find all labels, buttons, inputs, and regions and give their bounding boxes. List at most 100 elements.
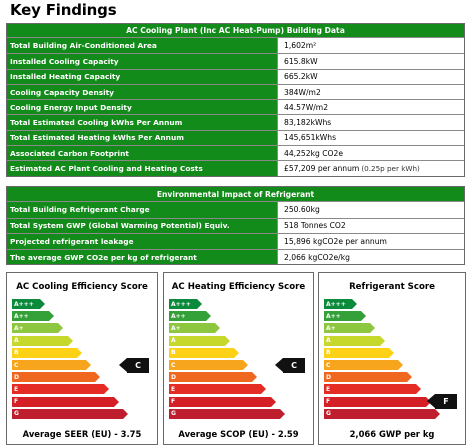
row-label: Total Building Air-Conditioned Area [7,38,278,54]
rating-band: C [169,360,248,370]
table-row: The average GWP CO2e per kg of refrigera… [7,248,464,265]
table-row: Estimated AC Plant Cooling and Heating C… [7,160,464,176]
table-row: Cooling Energy Input Density 44.57W/m2 [7,99,464,115]
rating-band: D [12,372,101,383]
rating-band: G [12,408,128,419]
score-title: AC Heating Efficiency Score [171,282,306,292]
row-value: 83,182kWhs [278,115,464,130]
row-label: Total System GWP (Global Warming Potenti… [7,218,278,234]
row-value: 665.2kW [278,69,464,84]
row-value-text: 83,182kWhs [284,118,332,128]
table-row: Total Estimated Cooling kWhs Per Annum 83… [7,114,464,130]
row-label: Estimated AC Plant Cooling and Heating C… [7,161,278,176]
row-label: The average GWP CO2e per kg of refrigera… [7,249,278,265]
table-row: Projected refrigerant leakage 15,896 kgCO… [7,233,464,249]
row-value-text: £57,209 per annum [284,164,360,174]
rating-band: G [169,408,285,419]
cooling-efficiency-score-card: AC Cooling Efficiency Score A+++ A++ A+ A B C… [6,272,158,445]
table-row: Installed Heating Capacity 665.2kW [7,68,464,84]
row-value-text: 1,602m² [284,41,317,51]
row-label: Installed Cooling Capacity [7,54,278,69]
table-row: Installed Cooling Capacity 615.8kW [7,53,464,69]
rating-pointer: C [275,357,305,373]
rating-pointer: F [427,394,457,410]
rating-band: D [324,372,413,383]
rating-band: G [324,408,440,419]
row-value: 1,602m² [278,38,464,54]
rating-band: A [12,335,73,346]
row-value-text: 15,896 kgCO2e per annum [284,236,387,246]
rating-band: A++ [324,311,367,322]
row-value-text: 665.2kW [284,72,318,82]
score-summary: 2,066 GWP per kg [349,429,435,439]
row-label: Total Estimated Heating kWhs Per Annum [7,130,278,146]
rating-band: E [324,384,422,395]
rating-band: B [12,347,82,358]
rating-band: A+ [169,323,221,334]
row-value-text: 250.60kg [284,205,320,215]
score-summary: Average SEER (EU) - 3.75 [22,429,142,439]
refrigerant-score-card: Refrigerant Score A+++ A++ A+ A B C D E F G F 2,0… [318,272,466,445]
table-row: Total Estimated Heating kWhs Per Annum 14… [7,129,464,146]
rating-band: A++ [12,311,55,322]
row-value-text: 2,066 kgCO2e/kg [284,252,350,262]
rating-band: F [324,396,431,407]
row-value-text: 384W/m2 [284,87,321,97]
rating-band: B [324,347,394,358]
table-row: Associated Carbon Footprint 44,252kg CO2e [7,145,464,161]
heating-efficiency-score-card: AC Heating Efficiency Score A+++ A++ A+ A B C… [163,272,314,445]
row-value: 2,066 kgCO2e/kg [278,249,464,265]
rating-band: D [169,372,258,383]
rating-band: A+++ [324,299,357,309]
row-label: Associated Carbon Footprint [7,146,278,161]
row-value-text: 518 Tonnes CO2 [284,221,346,231]
rating-band: A++ [169,311,212,322]
rating-band: B [169,347,239,358]
rating-band: E [169,384,267,395]
score-summary: Average SCOP (EU) - 2.59 [178,429,299,439]
row-value: 615.8kW [278,54,464,69]
row-label: Total Building Refrigerant Charge [7,202,278,218]
rating-band: A [324,335,385,346]
rating-band: A [169,335,230,346]
rating-band: A+++ [169,299,202,309]
rating-band: A+ [12,323,64,334]
row-value: 145,651kWhs [278,130,464,146]
refrigerant-impact-header: Environmental Impact of Refrigerant [7,187,464,202]
building-data-header: AC Cooling Plant (Inc AC Heat-Pump) Buil… [7,24,464,38]
building-data-table: AC Cooling Plant (Inc AC Heat-Pump) Buil… [6,23,465,177]
row-value-text: 44.57W/m2 [284,102,329,112]
row-value: 250.60kg [278,202,464,218]
table-row: Total Building Air-Conditioned Area 1,602… [7,38,464,54]
rating-band: C [12,360,91,370]
table-row: Total System GWP (Global Warming Potenti… [7,217,464,234]
row-value: 44.57W/m2 [278,100,464,115]
row-label: Cooling Capacity Density [7,84,278,100]
row-value: 15,896 kgCO2e per annum [278,234,464,249]
rating-band: C [324,360,403,370]
rating-band: F [12,396,119,407]
row-label: Projected refrigerant leakage [7,234,278,249]
rating-band: A+++ [12,299,45,309]
score-title: AC Cooling Efficiency Score [16,282,148,292]
page-title: Key Findings [10,1,117,19]
row-value-text: 615.8kW [284,56,318,66]
score-title: Refrigerant Score [349,282,435,292]
table-row: Cooling Capacity Density 384W/m2 [7,83,464,100]
refrigerant-impact-rows: Total Building Refrigerant Charge 250.60k… [7,202,464,265]
rating-pointer: C [119,357,149,373]
row-value-text: 145,651kWhs [284,133,337,143]
row-label: Cooling Energy Input Density [7,100,278,115]
building-data-rows: Total Building Air-Conditioned Area 1,602… [7,38,464,176]
refrigerant-impact-table: Environmental Impact of Refrigerant Tota… [6,186,465,266]
rating-band: E [12,384,110,395]
row-label: Installed Heating Capacity [7,69,278,84]
row-label: Total Estimated Cooling kWhs Per Annum [7,115,278,130]
row-value-note: (0.25p per kWh) [361,164,420,174]
row-value: 384W/m2 [278,84,464,100]
table-row: Total Building Refrigerant Charge 250.60k… [7,202,464,218]
rating-band: A+ [324,323,376,334]
rating-band: F [169,396,276,407]
row-value: 518 Tonnes CO2 [278,218,464,234]
row-value: 44,252kg CO2e [278,146,464,161]
